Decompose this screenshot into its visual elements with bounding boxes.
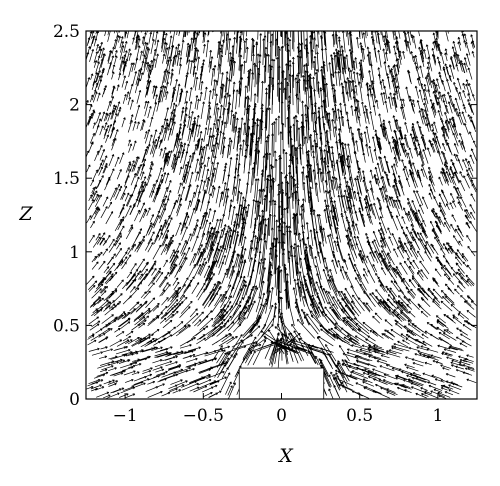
x-tick-label: −1 <box>113 406 138 426</box>
x-axis-label: X <box>277 445 294 467</box>
x-tick-label: 0 <box>276 406 287 426</box>
y-tick-label: 0 <box>69 390 80 410</box>
x-axis-ticks: −1 −0.5 0 0.5 1 <box>113 31 443 426</box>
x-tick-label: −0.5 <box>183 406 224 426</box>
y-tick-label: 1.5 <box>53 169 80 189</box>
vector-arrows <box>86 31 477 399</box>
x-tick-label: 0.5 <box>346 406 373 426</box>
y-axis-ticks: 0 0.5 1 1.5 2 2.5 <box>53 22 477 410</box>
y-axis-label: Z <box>18 203 33 225</box>
y-tick-label: 0.5 <box>53 316 80 336</box>
y-tick-label: 2 <box>69 96 80 116</box>
y-tick-label: 1 <box>69 243 80 263</box>
velocity-vectors <box>86 31 477 399</box>
x-tick-label: 1 <box>432 406 443 426</box>
y-tick-label: 2.5 <box>53 22 80 42</box>
